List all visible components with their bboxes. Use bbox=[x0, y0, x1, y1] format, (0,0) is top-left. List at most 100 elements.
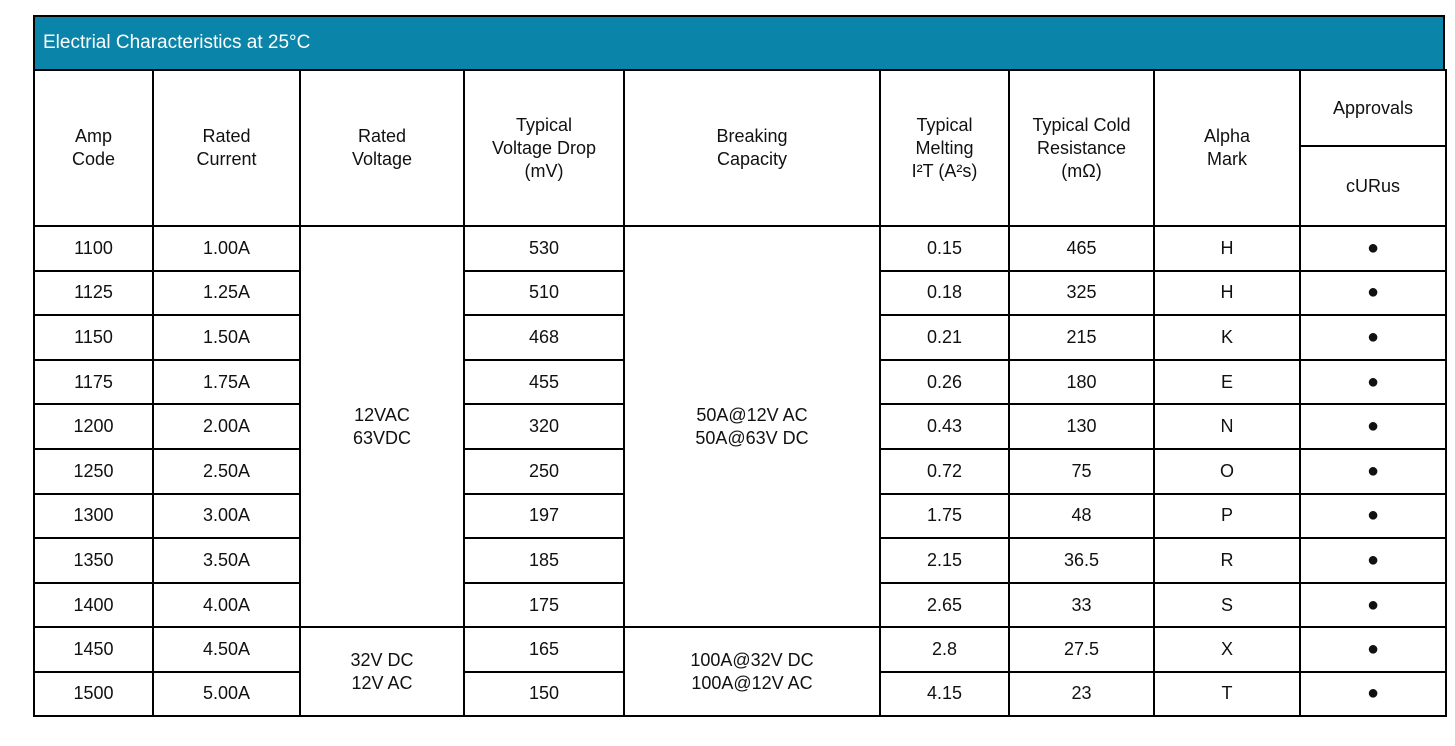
approval-bullet: ● bbox=[1299, 403, 1447, 450]
cell-resistance: 325 bbox=[1008, 269, 1155, 317]
cell-alpha-mark: X bbox=[1153, 626, 1301, 673]
header-curus: cURus bbox=[1299, 145, 1447, 227]
header-approvals: Approvals bbox=[1299, 69, 1447, 147]
cell-melting: 1.75 bbox=[879, 492, 1010, 540]
approval-bullet: ● bbox=[1299, 447, 1447, 495]
cell-voltage-drop: 510 bbox=[463, 269, 625, 317]
characteristics-sheet: Electrial Characteristics at 25°C Amp Cod… bbox=[33, 15, 1447, 717]
header-amp-code: Amp Code bbox=[33, 69, 154, 227]
cell-melting: 2.8 bbox=[879, 626, 1010, 673]
cell-amp-code: 1450 bbox=[33, 626, 154, 673]
table-title: Electrial Characteristics at 25°C bbox=[33, 15, 1445, 69]
header-rated-current: Rated Current bbox=[152, 69, 301, 227]
header-melting: Typical Melting I²T (A²s) bbox=[879, 69, 1010, 227]
cell-voltage-drop: 455 bbox=[463, 358, 625, 406]
cell-voltage-drop: 185 bbox=[463, 537, 625, 584]
cell-amp-code: 1125 bbox=[33, 269, 154, 317]
cell-melting: 2.65 bbox=[879, 581, 1010, 629]
cell-amp-code: 1300 bbox=[33, 492, 154, 540]
cell-melting: 0.15 bbox=[879, 225, 1010, 272]
cell-voltage-drop: 165 bbox=[463, 626, 625, 673]
cell-resistance: 180 bbox=[1008, 358, 1155, 406]
cell-alpha-mark: N bbox=[1153, 403, 1301, 450]
cell-voltage-drop: 150 bbox=[463, 670, 625, 717]
approval-bullet: ● bbox=[1299, 670, 1447, 717]
cell-resistance: 130 bbox=[1008, 403, 1155, 450]
approval-bullet: ● bbox=[1299, 358, 1447, 406]
cell-amp-code: 1175 bbox=[33, 358, 154, 406]
cell-melting: 0.43 bbox=[879, 403, 1010, 450]
table-row: 1125 1.25A 510 0.18 325 H ● bbox=[33, 269, 1447, 317]
cell-voltage-drop: 250 bbox=[463, 447, 625, 495]
table-row: 1200 2.00A 320 0.43 130 N ● bbox=[33, 403, 1447, 450]
cell-rated-current: 3.50A bbox=[152, 537, 301, 584]
table-row: 1350 3.50A 185 2.15 36.5 R ● bbox=[33, 537, 1447, 584]
cell-voltage-drop: 197 bbox=[463, 492, 625, 540]
cell-breaking-capacity-group: 100A@32V DC 100A@12V AC bbox=[623, 626, 881, 717]
cell-alpha-mark: K bbox=[1153, 314, 1301, 361]
cell-amp-code: 1500 bbox=[33, 670, 154, 717]
cell-alpha-mark: S bbox=[1153, 581, 1301, 629]
cell-rated-current: 4.00A bbox=[152, 581, 301, 629]
cell-resistance: 23 bbox=[1008, 670, 1155, 717]
cell-resistance: 75 bbox=[1008, 447, 1155, 495]
cell-amp-code: 1100 bbox=[33, 225, 154, 272]
cell-resistance: 215 bbox=[1008, 314, 1155, 361]
cell-rated-current: 2.50A bbox=[152, 447, 301, 495]
cell-resistance: 465 bbox=[1008, 225, 1155, 272]
approval-bullet: ● bbox=[1299, 269, 1447, 317]
cell-rated-current: 1.00A bbox=[152, 225, 301, 272]
cell-alpha-mark: R bbox=[1153, 537, 1301, 584]
table-row: 1150 1.50A 468 0.21 215 K ● bbox=[33, 314, 1447, 361]
characteristics-table: Amp Code Rated Current Rated Voltage Typica… bbox=[33, 69, 1447, 717]
cell-rated-current: 5.00A bbox=[152, 670, 301, 717]
cell-amp-code: 1350 bbox=[33, 537, 154, 584]
table-row: 1250 2.50A 250 0.72 75 O ● bbox=[33, 447, 1447, 495]
cell-alpha-mark: P bbox=[1153, 492, 1301, 540]
cell-alpha-mark: H bbox=[1153, 269, 1301, 317]
table-row: 1450 4.50A 32V DC 12V AC 165 100A@32V DC 1… bbox=[33, 626, 1447, 717]
cell-voltage-drop: 320 bbox=[463, 403, 625, 450]
cell-alpha-mark: H bbox=[1153, 225, 1301, 272]
cell-amp-code: 1200 bbox=[33, 403, 154, 450]
cell-voltage-drop: 175 bbox=[463, 581, 625, 629]
header-rated-voltage: Rated Voltage bbox=[299, 69, 465, 227]
cell-resistance: 48 bbox=[1008, 492, 1155, 540]
cell-melting: 4.15 bbox=[879, 670, 1010, 717]
cell-melting: 0.18 bbox=[879, 269, 1010, 317]
cell-amp-code: 1150 bbox=[33, 314, 154, 361]
cell-melting: 0.26 bbox=[879, 358, 1010, 406]
header-cold-resistance: Typical Cold Resistance (mΩ) bbox=[1008, 69, 1155, 227]
header-alpha-mark: Alpha Mark bbox=[1153, 69, 1301, 227]
cell-rated-current: 1.50A bbox=[152, 314, 301, 361]
cell-alpha-mark: O bbox=[1153, 447, 1301, 495]
cell-voltage-drop: 468 bbox=[463, 314, 625, 361]
approval-bullet: ● bbox=[1299, 314, 1447, 361]
cell-rated-current: 1.25A bbox=[152, 269, 301, 317]
cell-rated-voltage-group: 12VAC 63VDC bbox=[299, 224, 465, 629]
cell-melting: 0.21 bbox=[879, 314, 1010, 361]
cell-breaking-capacity-group: 50A@12V AC 50A@63V DC bbox=[623, 224, 881, 629]
cell-alpha-mark: T bbox=[1153, 670, 1301, 717]
table-row: 1500 5.00A 150 4.15 23 T ● bbox=[33, 670, 1447, 717]
cell-rated-current: 3.00A bbox=[152, 492, 301, 540]
table-row: 1100 1.00A 12VAC 63VDC 530 50A@12V AC 50A@… bbox=[33, 224, 1447, 629]
header-breaking-capacity: Breaking Capacity bbox=[623, 69, 881, 227]
cell-resistance: 27.5 bbox=[1008, 626, 1155, 673]
cell-rated-current: 1.75A bbox=[152, 358, 301, 406]
cell-amp-code: 1400 bbox=[33, 581, 154, 629]
cell-melting: 0.72 bbox=[879, 447, 1010, 495]
approval-bullet: ● bbox=[1299, 581, 1447, 629]
approval-bullet: ● bbox=[1299, 225, 1447, 272]
approval-bullet: ● bbox=[1299, 626, 1447, 673]
approval-bullet: ● bbox=[1299, 537, 1447, 584]
table-row: 1300 3.00A 197 1.75 48 P ● bbox=[33, 492, 1447, 540]
cell-alpha-mark: E bbox=[1153, 358, 1301, 406]
approval-bullet: ● bbox=[1299, 492, 1447, 540]
cell-melting: 2.15 bbox=[879, 537, 1010, 584]
cell-resistance: 36.5 bbox=[1008, 537, 1155, 584]
cell-amp-code: 1250 bbox=[33, 447, 154, 495]
table-row: 1400 4.00A 175 2.65 33 S ● bbox=[33, 581, 1447, 629]
cell-rated-voltage-group: 32V DC 12V AC bbox=[299, 626, 465, 717]
cell-rated-current: 4.50A bbox=[152, 626, 301, 673]
